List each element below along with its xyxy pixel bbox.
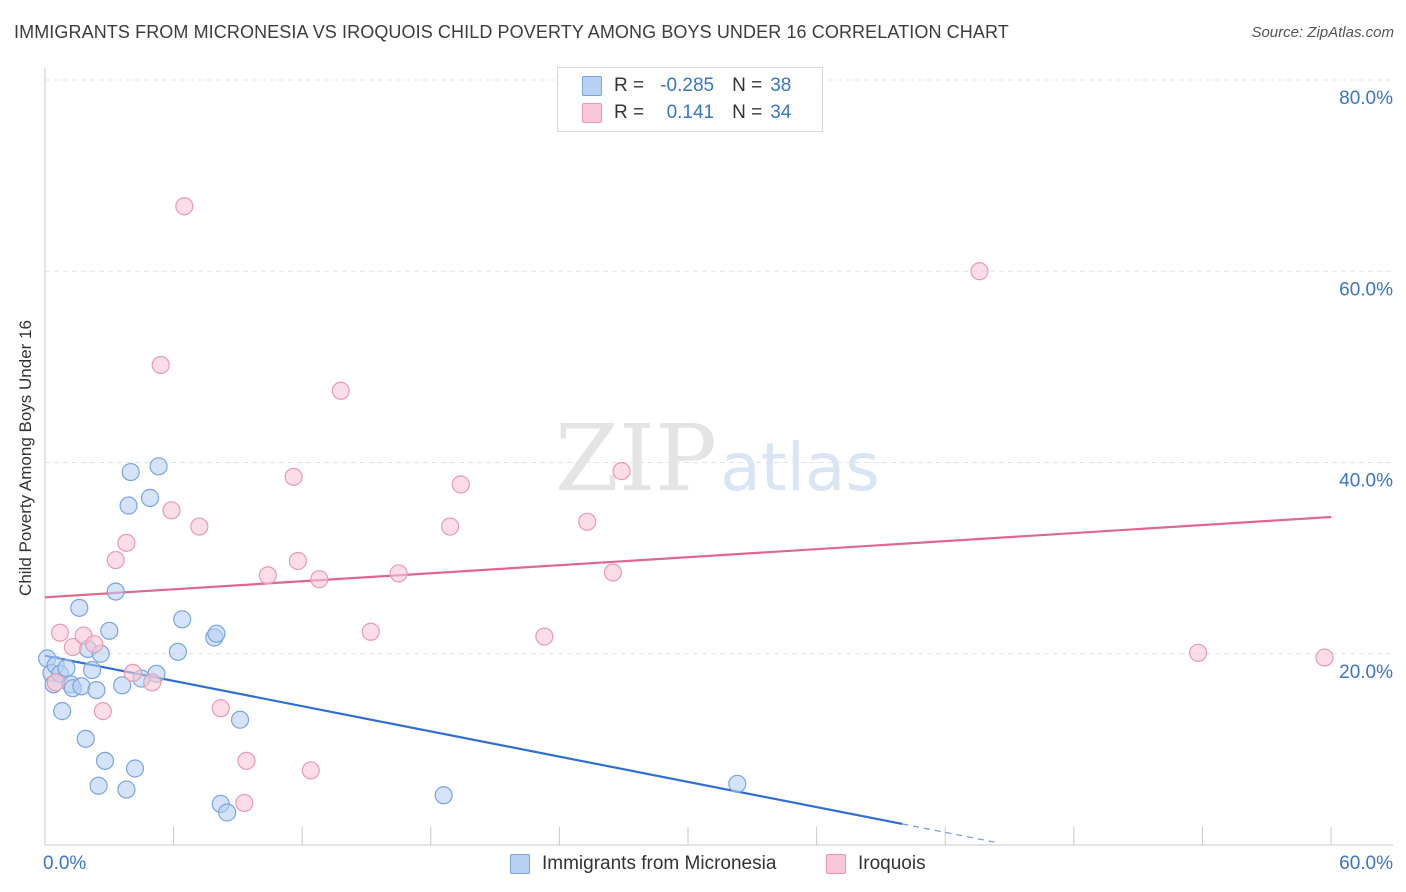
- legend-n-label: N =: [732, 75, 763, 96]
- micronesia-point: [53, 702, 72, 721]
- iroquois-point: [175, 197, 194, 216]
- micronesia-point: [207, 624, 226, 643]
- iroquois-point: [389, 564, 408, 583]
- micronesia-point: [121, 462, 140, 482]
- bottom-legend-swatch-pink: [826, 854, 846, 874]
- iroquois-point: [117, 533, 136, 552]
- iroquois-point: [258, 566, 278, 585]
- micronesia-point: [106, 582, 125, 601]
- iroquois-point: [361, 622, 380, 641]
- y-tick-label: 80.0%: [1339, 88, 1393, 109]
- correlation-legend: R = -0.285 N = 38 R = 0.141 N = 34: [557, 67, 823, 132]
- legend-n-value: 38: [770, 75, 792, 96]
- iroquois-point: [970, 262, 989, 281]
- legend-swatch-blue: [582, 76, 602, 96]
- iroquois-point: [93, 702, 112, 721]
- iroquois-point: [284, 467, 303, 486]
- micronesia-point: [149, 457, 168, 476]
- x-tick-label: 60.0%: [1339, 853, 1393, 874]
- iroquois-point: [235, 793, 254, 813]
- trend-line-micronesia: [44, 654, 903, 826]
- micronesia-point: [140, 488, 160, 507]
- bottom-legend-label: Iroquois: [858, 853, 926, 874]
- gridlines: [45, 79, 1393, 655]
- micronesia-point: [57, 658, 76, 678]
- bottom-legend-micronesia: Immigrants from Micronesia: [510, 851, 776, 877]
- micronesia-point: [728, 774, 747, 793]
- micronesia-point: [125, 759, 145, 778]
- micronesia-point: [70, 598, 89, 617]
- micronesia-point: [95, 751, 115, 770]
- legend-n-label: N =: [732, 102, 763, 123]
- micronesia-point: [434, 786, 453, 805]
- watermark-zip: ZIP: [555, 405, 717, 512]
- iroquois-point: [603, 563, 623, 582]
- iroquois-point: [50, 623, 70, 642]
- legend-r-value: 0.141: [666, 102, 715, 123]
- data-points: [38, 197, 1334, 822]
- tick-labels: 20.0% 40.0% 60.0% 80.0% 0.0% 60.0%: [43, 88, 1393, 874]
- bottom-legend-label: Immigrants from Micronesia: [542, 853, 777, 874]
- legend-r-label: R =: [614, 75, 645, 96]
- iroquois-point: [143, 673, 162, 692]
- iroquois-point: [288, 551, 308, 571]
- iroquois-point: [1315, 648, 1334, 667]
- axes: [44, 68, 1393, 846]
- iroquois-point: [578, 512, 597, 531]
- micronesia-point: [117, 780, 136, 799]
- y-tick-label: 60.0%: [1339, 279, 1393, 300]
- source-label: Source: ZipAtlas.com: [1251, 24, 1394, 41]
- iroquois-point: [63, 637, 82, 657]
- iroquois-point: [440, 517, 460, 536]
- legend-row-iroquois: R = 0.141 N = 34: [582, 101, 791, 125]
- iroquois-point: [85, 635, 104, 654]
- micronesia-point: [113, 676, 132, 695]
- bottom-legend-swatch-blue: [510, 854, 530, 874]
- bottom-legend-iroquois: Iroquois: [826, 851, 926, 877]
- trend-line-iroquois: [44, 515, 1332, 599]
- chart-title: IMMIGRANTS FROM MICRONESIA VS IROQUOIS C…: [14, 22, 1009, 42]
- iroquois-point: [451, 475, 470, 494]
- iroquois-point: [190, 517, 209, 536]
- micronesia-point: [218, 803, 237, 822]
- legend-swatch-pink: [582, 103, 602, 123]
- iroquois-point: [237, 751, 256, 770]
- watermark-atlas: atlas: [720, 429, 880, 506]
- iroquois-point: [301, 761, 320, 780]
- iroquois-point: [535, 627, 554, 646]
- legend-r-value: -0.285: [660, 75, 715, 96]
- micronesia-point: [100, 621, 119, 640]
- iroquois-point: [211, 699, 230, 718]
- iroquois-point: [151, 355, 170, 375]
- micronesia-point: [76, 729, 95, 748]
- y-tick-label: 20.0%: [1339, 662, 1393, 683]
- iroquois-point: [123, 663, 142, 682]
- iroquois-point: [331, 381, 350, 400]
- iroquois-point: [162, 501, 181, 520]
- micronesia-point: [72, 677, 91, 696]
- iroquois-point: [310, 570, 329, 589]
- trend-line-micronesia-extension: [902, 823, 999, 844]
- micronesia-point: [87, 680, 106, 700]
- micronesia-point: [173, 610, 192, 629]
- iroquois-point: [106, 550, 125, 570]
- micronesia-point: [230, 710, 250, 729]
- legend-row-micronesia: R = -0.285 N = 38: [582, 74, 791, 98]
- legend-n-value: 34: [770, 102, 792, 123]
- micronesia-point: [119, 496, 138, 515]
- iroquois-point: [1189, 643, 1208, 662]
- micronesia-point: [89, 776, 108, 795]
- x-tick-label: 0.0%: [43, 853, 86, 874]
- micronesia-point: [83, 660, 102, 680]
- trend-lines: [44, 515, 1332, 844]
- iroquois-point: [612, 462, 631, 481]
- y-tick-label: 40.0%: [1339, 471, 1393, 492]
- legend-r-label: R =: [614, 102, 645, 123]
- micronesia-point: [168, 642, 187, 661]
- iroquois-point: [46, 673, 65, 692]
